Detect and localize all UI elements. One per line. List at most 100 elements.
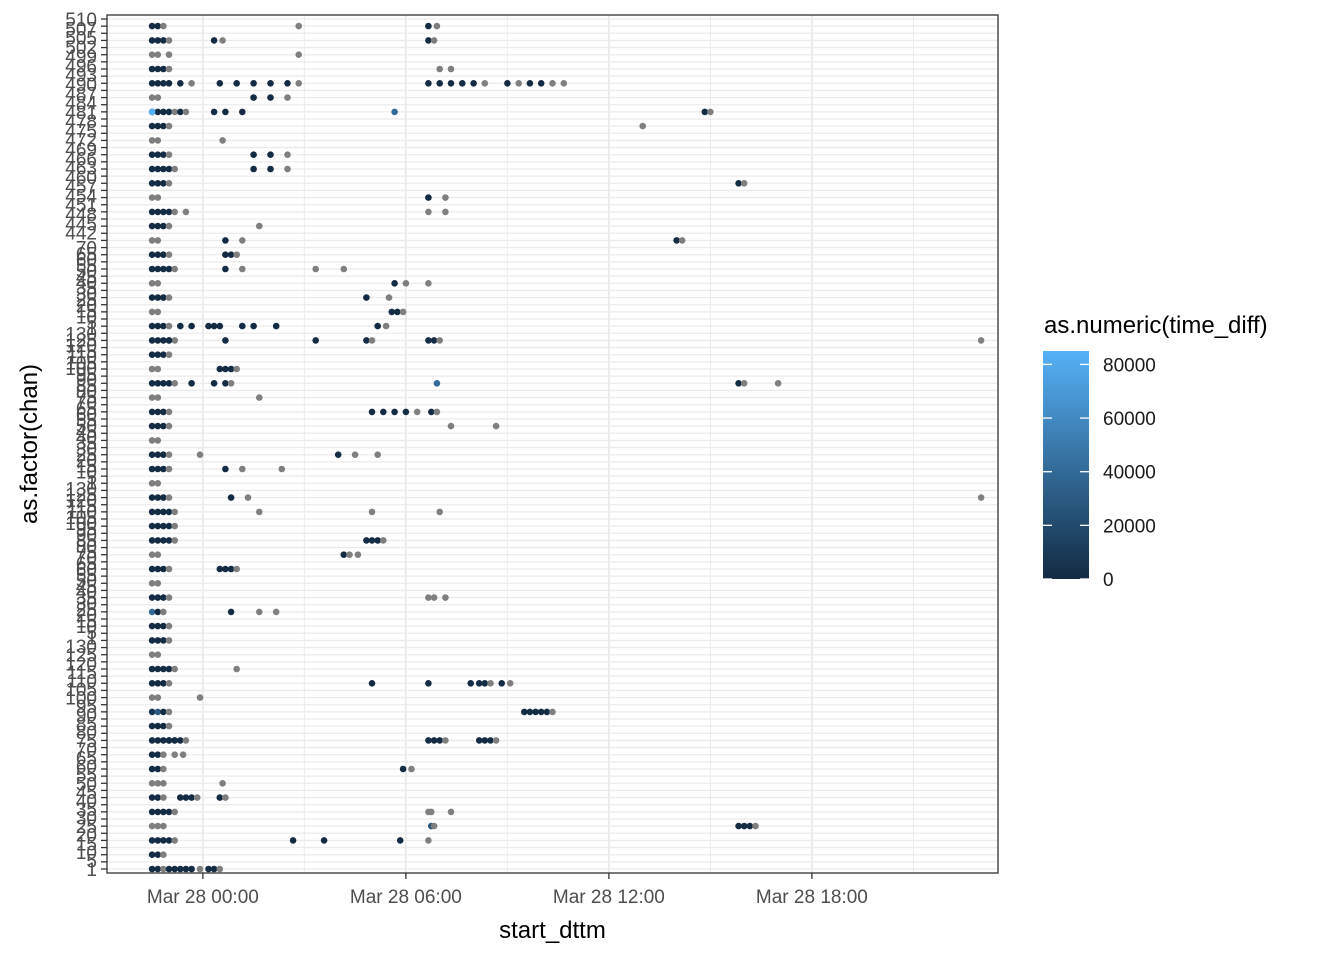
data-point: [334, 451, 342, 459]
data-point: [154, 294, 162, 301]
data-point: [154, 737, 162, 744]
y-tick-label: 10: [76, 462, 97, 483]
y-tick-label: 25: [76, 817, 97, 838]
y-tick-label: 20: [76, 606, 97, 627]
data-point: [673, 237, 680, 244]
data-point: [165, 180, 173, 187]
data-point: [154, 51, 162, 58]
y-tick-label: 100: [65, 359, 97, 380]
data-point: [165, 351, 173, 359]
y-tick-label: 65: [76, 399, 97, 420]
data-point: [171, 508, 178, 516]
y-tick-label: 85: [76, 531, 97, 552]
data-point: [160, 180, 167, 187]
data-point: [740, 380, 748, 387]
data-point: [171, 837, 178, 844]
data-point: [639, 122, 646, 130]
y-tick-label: 40: [76, 428, 97, 449]
data-point: [171, 865, 178, 873]
data-point: [148, 22, 156, 30]
data-point: [363, 294, 370, 301]
data-point: [430, 337, 438, 344]
data-point: [154, 122, 162, 130]
data-point: [154, 694, 162, 701]
data-points: [148, 22, 985, 873]
data-point: [227, 365, 235, 373]
data-point: [239, 322, 246, 330]
data-point: [399, 765, 407, 773]
data-point: [148, 65, 156, 73]
data-point: [188, 794, 195, 801]
data-point: [295, 22, 303, 30]
data-point: [148, 408, 156, 416]
data-point: [148, 308, 156, 316]
data-point: [210, 37, 218, 44]
data-point: [154, 651, 162, 658]
data-point: [526, 80, 534, 87]
y-tick-label: 95: [76, 697, 97, 718]
data-point: [171, 165, 178, 173]
data-point: [148, 122, 156, 130]
data-point: [492, 422, 500, 430]
data-point: [154, 180, 162, 187]
data-point: [165, 680, 173, 687]
data-point: [154, 837, 162, 844]
data-point: [154, 637, 162, 644]
data-point: [160, 322, 167, 330]
data-point: [425, 194, 432, 201]
data-point: [430, 37, 438, 44]
data-point: [148, 37, 156, 44]
data-point: [368, 408, 376, 416]
y-tick-label: 105: [65, 508, 97, 529]
data-point: [154, 722, 162, 730]
data-point: [388, 308, 396, 316]
y-tick-label: 105: [65, 353, 97, 374]
data-point: [227, 251, 235, 258]
y-tick-label: 50: [76, 262, 97, 283]
data-point: [171, 337, 178, 344]
data-point: [160, 851, 167, 858]
data-point: [425, 337, 432, 344]
data-point: [154, 265, 162, 273]
data-point: [154, 394, 162, 401]
data-point: [210, 322, 218, 330]
data-point: [148, 222, 156, 230]
data-point: [160, 522, 167, 530]
data-point: [160, 337, 167, 344]
y-tick-label: 90: [76, 371, 97, 392]
data-point: [148, 151, 156, 158]
data-point: [537, 80, 545, 87]
data-point: [506, 680, 514, 687]
data-point: [233, 665, 240, 673]
y-tick-label: 70: [76, 393, 97, 414]
data-point: [148, 751, 156, 758]
data-point: [160, 665, 167, 673]
data-point: [368, 508, 376, 516]
data-point: [148, 194, 156, 201]
data-point: [148, 480, 156, 487]
data-point: [179, 751, 187, 758]
data-point: [239, 237, 246, 244]
data-point: [436, 508, 444, 516]
y-tick-label: 510: [65, 10, 97, 31]
panel-background: [107, 15, 998, 873]
data-point: [442, 194, 449, 201]
data-point: [707, 108, 714, 116]
data-point: [481, 737, 489, 744]
data-point: [148, 865, 156, 873]
y-tick-label: 130: [65, 480, 97, 501]
data-point: [182, 794, 190, 801]
data-point: [165, 108, 173, 116]
data-point: [148, 794, 156, 801]
data-point: [148, 337, 156, 344]
data-point: [148, 622, 156, 630]
y-tick-label: 115: [67, 663, 97, 684]
data-point: [425, 837, 432, 844]
data-point: [148, 422, 156, 430]
data-point: [227, 608, 235, 616]
data-point: [154, 165, 162, 173]
data-point: [442, 208, 449, 216]
y-tick-label: 70: [76, 740, 97, 761]
data-point: [148, 837, 156, 844]
y-tick-label: 30: [76, 594, 97, 615]
